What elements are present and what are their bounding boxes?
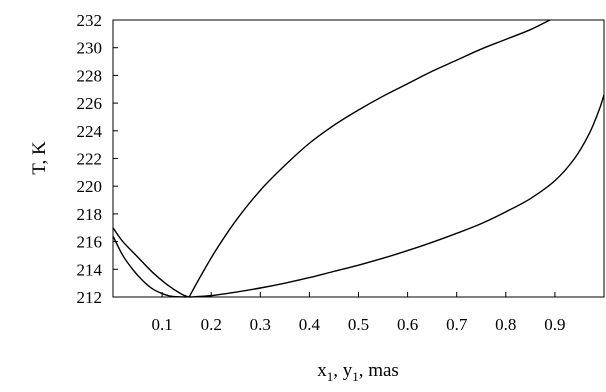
- series-layer: [112, 19, 605, 298]
- y-tick-label: 224: [77, 122, 103, 141]
- x-tick-labels: 0.1 0.2 0.3 0.4 0.5 0.6 0.7 0.8 0.9: [151, 315, 565, 334]
- y-tick-label: 220: [77, 177, 103, 196]
- ticks-layer: [113, 19, 556, 298]
- series-curve-2: [112, 235, 187, 298]
- y-tick-label: 214: [77, 260, 103, 279]
- y-tick-label: 230: [77, 39, 103, 58]
- x-axis-title-sep: ,: [333, 360, 343, 381]
- y-tick-labels: 212 214 216 218 220 222 224 226 228 230 232: [77, 11, 103, 307]
- x-tick-label: 0.9: [544, 315, 565, 334]
- x-tick-label: 0.3: [250, 315, 271, 334]
- y-tick-label: 222: [77, 150, 103, 169]
- series-curve-4: [189, 94, 605, 298]
- x-axis-title-y: y: [343, 360, 353, 381]
- y-axis-title: T, K: [29, 141, 50, 175]
- x-axis-title-x-sub: 1: [327, 369, 334, 384]
- series-curve-3: [188, 19, 551, 298]
- x-tick-label: 0.2: [201, 315, 222, 334]
- y-tick-label: 218: [77, 205, 103, 224]
- y-tick-label: 226: [77, 94, 103, 113]
- x-tick-label: 0.8: [495, 315, 516, 334]
- series-curve-1: [112, 227, 190, 298]
- y-tick-label: 212: [77, 288, 103, 307]
- y-tick-label: 216: [77, 233, 103, 252]
- x-axis-title: x1, y1, mas: [317, 360, 399, 384]
- x-tick-label: 0.6: [397, 315, 418, 334]
- x-tick-label: 0.5: [348, 315, 369, 334]
- y-tick-label: 228: [77, 66, 103, 85]
- x-tick-label: 0.4: [299, 315, 321, 334]
- x-tick-label: 0.1: [151, 315, 172, 334]
- x-axis-title-y-sub: 1: [352, 369, 359, 384]
- x-axis-title-tail: , mas: [359, 360, 399, 381]
- x-axis-title-x: x: [317, 360, 327, 381]
- y-tick-label: 232: [77, 11, 103, 30]
- x-tick-label: 0.7: [446, 315, 468, 334]
- plot-frame: [112, 19, 605, 298]
